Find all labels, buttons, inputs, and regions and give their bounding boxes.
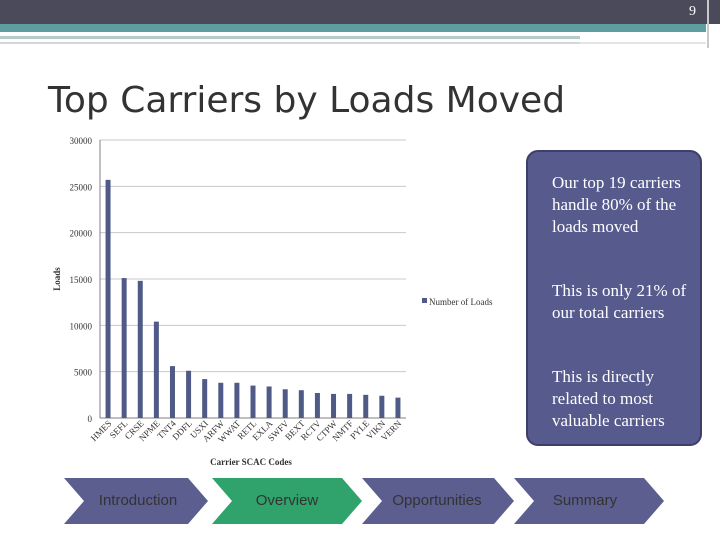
bar (234, 382, 240, 418)
nav-summary-shape (514, 478, 664, 524)
nav-overview-shape (212, 478, 362, 524)
bar (105, 179, 111, 418)
bar (395, 397, 401, 418)
bar (186, 370, 192, 418)
y-tick-label: 20000 (70, 229, 93, 239)
legend-label: Number of Loads (429, 297, 493, 307)
y-tick-label: 10000 (70, 321, 93, 331)
y-tick-label: 5000 (74, 368, 93, 378)
nav-opportunities-shape (362, 478, 514, 524)
bar (202, 379, 208, 418)
bar (314, 392, 320, 418)
bar (363, 394, 369, 418)
nav-introduction[interactable] (64, 478, 208, 524)
accent-band (0, 24, 706, 32)
bar (250, 385, 256, 418)
bar (347, 393, 353, 418)
accent-line (0, 36, 580, 39)
nav-summary[interactable] (514, 478, 664, 524)
y-tick-label: 30000 (70, 136, 93, 146)
nav-opportunities-label[interactable]: Opportunities (392, 492, 482, 509)
bar (169, 366, 175, 418)
bar (137, 280, 143, 418)
bar (218, 382, 224, 418)
y-tick-label: 0 (88, 414, 93, 424)
accent-line-thin (0, 42, 580, 44)
y-tick-label: 25000 (70, 182, 93, 192)
bar (298, 390, 304, 418)
callout-text-3: This is directly related to most valuabl… (552, 367, 665, 430)
legend-swatch (422, 298, 427, 303)
x-axis-label: Carrier SCAC Codes (210, 457, 292, 467)
decor-line (707, 0, 709, 48)
nav-introduction-label[interactable]: Introduction (98, 492, 178, 509)
nav-opportunities[interactable] (362, 478, 514, 524)
bar (266, 386, 272, 418)
nav-summary-label[interactable]: Summary (552, 492, 618, 509)
title-bar (0, 0, 720, 24)
bar (331, 393, 337, 418)
bar (379, 395, 385, 418)
accent-line-thin (580, 42, 706, 44)
y-axis-label: Loads (52, 267, 62, 291)
nav-introduction-shape (64, 478, 208, 524)
bar (153, 321, 159, 418)
nav-overview-label[interactable]: Overview (255, 492, 319, 509)
slide-title: Top Carriers by Loads Moved (48, 80, 566, 121)
bar (121, 278, 127, 418)
y-tick-label: 15000 (70, 275, 93, 285)
bar (282, 389, 288, 418)
page-number: 9 (689, 4, 696, 19)
nav-overview[interactable] (212, 478, 362, 524)
callout-text-1: Our top 19 carriers handle 80% of the lo… (552, 173, 681, 236)
callout-box (526, 150, 702, 446)
callout-text-2: This is only 21% of our total carriers (552, 281, 687, 322)
